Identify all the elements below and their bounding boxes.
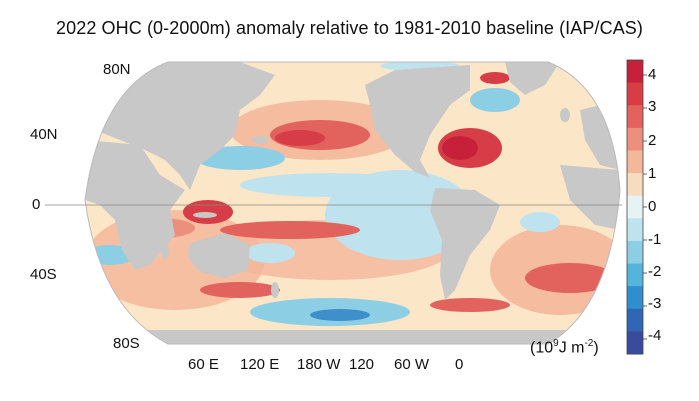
- colorbar-tick-neg2: -2: [648, 263, 662, 280]
- colorbar-segment: [627, 105, 643, 129]
- map-title: 2022 OHC (0-2000m) anomaly relative to 1…: [56, 18, 643, 38]
- land-indonesia: [193, 212, 217, 218]
- colorbar: [626, 59, 647, 355]
- cool-region-nw-pacific: [195, 146, 285, 170]
- colorbar-segment: [627, 173, 643, 197]
- land-australia: [188, 233, 250, 278]
- colorbar-tick-neg1: -1: [648, 231, 662, 248]
- lon-label-120: 120: [349, 356, 375, 373]
- warm-region-atlantic-south: [430, 298, 510, 312]
- colorbar-segment: [627, 82, 643, 106]
- land-greenland: [505, 62, 560, 95]
- warm-region-gulf-stream-core: [442, 136, 478, 160]
- land-north-america: [365, 65, 470, 178]
- land-eurasia: [85, 62, 275, 190]
- colorbar-segment: [627, 127, 643, 151]
- colorbar-segment: [627, 150, 643, 174]
- lon-label-60w: 60 W: [394, 356, 430, 373]
- land-new-zealand: [271, 282, 279, 298]
- colorbar-tick-3: 3: [648, 98, 657, 115]
- warm-region-barents: [480, 72, 510, 84]
- cool-region-central-pacific: [240, 173, 420, 197]
- lon-label-0: 0: [455, 356, 464, 373]
- colorbar-segment: [627, 263, 643, 287]
- colorbar-segment: [627, 286, 643, 310]
- colorbar-tick-neg3: -3: [648, 295, 662, 312]
- colorbar-segment: [627, 60, 643, 84]
- colorbar-segment: [627, 195, 643, 219]
- cool-region-labrador: [470, 88, 520, 112]
- land-madagascar: [161, 241, 169, 259]
- colorbar-segment: [627, 240, 643, 265]
- lat-label-40n: 40N: [30, 126, 58, 143]
- colorbar-tick-0: 0: [648, 198, 657, 215]
- warm-region-agulhas: [200, 282, 280, 298]
- colorbar-tick-4: 4: [648, 66, 657, 83]
- land-south-america: [430, 188, 500, 300]
- colorbar-tick-1: 1: [648, 165, 657, 182]
- lat-label-40s: 40S: [30, 266, 57, 283]
- cool-strong-southern-ocean: [310, 309, 370, 321]
- land-africa-west: [560, 165, 620, 230]
- lat-label-80n: 80N: [103, 61, 131, 78]
- land-japan: [252, 136, 268, 144]
- lat-label-80s: 80S: [113, 335, 140, 352]
- warm-region-kuroshio-core: [275, 130, 325, 146]
- colorbar-segment: [627, 218, 643, 242]
- cool-region-atlantic: [520, 212, 560, 232]
- lon-label-180w: 180 W: [297, 356, 341, 373]
- cool-region-indian-south: [245, 243, 295, 263]
- warm-region-south-atlantic-core: [525, 263, 615, 293]
- warm-region-warm-pool: [183, 200, 233, 224]
- colorbar-segment: [627, 308, 643, 332]
- lon-label-120e: 120 E: [240, 356, 280, 373]
- colorbar-units: (109J m-2): [530, 338, 599, 357]
- lat-label-0: 0: [32, 196, 41, 213]
- lon-label-60e: 60 E: [188, 356, 219, 373]
- colorbar-tick-neg4: -4: [648, 327, 662, 344]
- land-uk: [560, 108, 570, 122]
- colorbar-tick-2: 2: [648, 132, 657, 149]
- warm-region-south-pacific-band: [220, 221, 360, 239]
- colorbar-segment: [627, 331, 643, 355]
- land-antarctica: [85, 330, 620, 344]
